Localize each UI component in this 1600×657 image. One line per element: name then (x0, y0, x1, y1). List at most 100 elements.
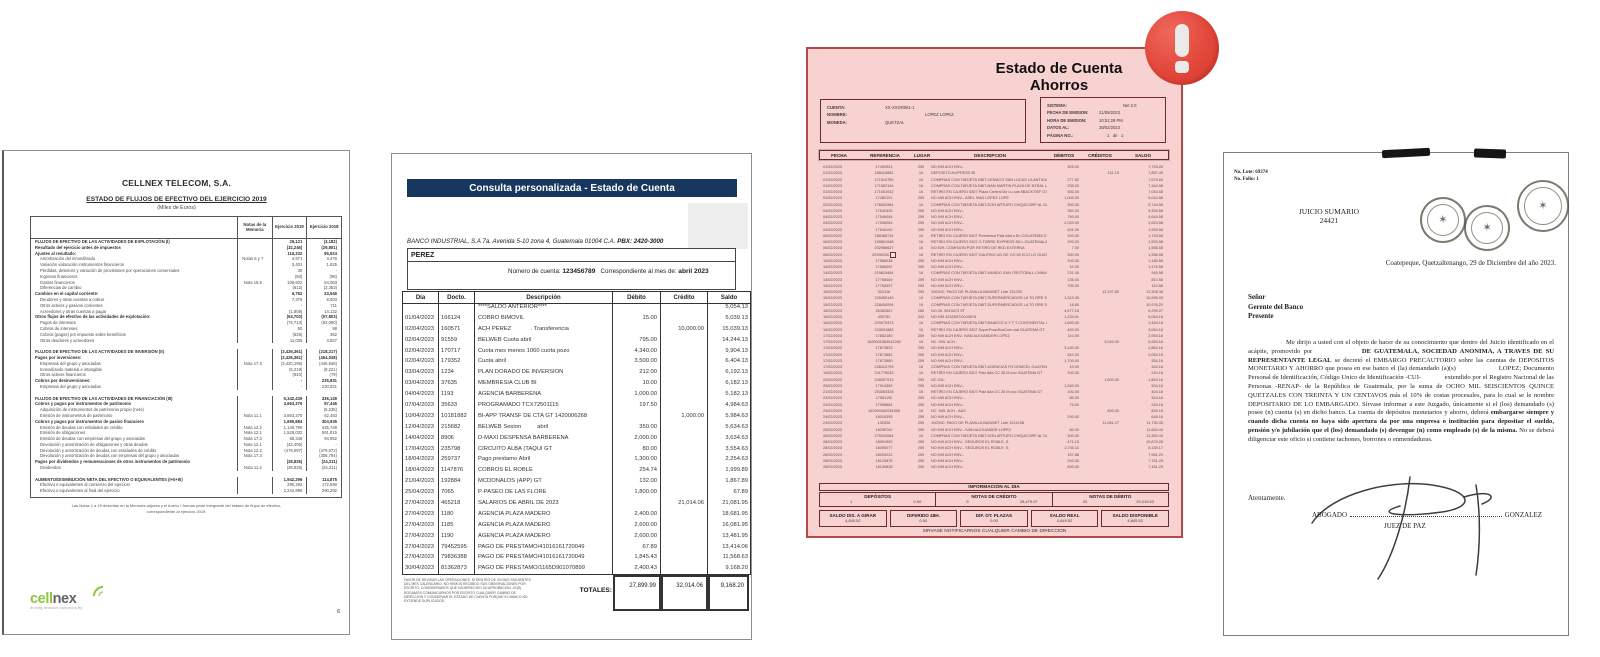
cell-lugar: 16 (918, 340, 924, 344)
cashflow-row: Acreedores y otras cuentas a pagar (1,808… (31, 308, 341, 315)
row-note-ref (238, 250, 273, 257)
cell-referencia: 17588092 (875, 265, 893, 269)
cell-lugar: 16 (918, 240, 924, 244)
summary-label: DEPÓSITOS (864, 494, 892, 499)
cell-debitos: 1,313.35 (1064, 296, 1079, 301)
doc1-company-title: CELLNEX TELECOM, S.A. (121, 178, 232, 188)
document-estado-cuenta-ahorros: Estado de Cuenta Ahorros CUENTA: XX-XXGR0… (806, 47, 1183, 538)
cell-fecha: 01/02/2023 (823, 183, 843, 188)
info-value: 10:51:29 PM (1099, 117, 1123, 123)
cell-saldo: 6,044.58 (1148, 196, 1163, 201)
value-2019: 2,242,896 (273, 488, 308, 495)
cell-descripcion: AGENCIA PLAZA MADERO (475, 519, 613, 531)
cell-dia: 01/04/2023 (403, 312, 439, 324)
cell-credito (661, 421, 708, 433)
cell-referencia: 20398326 (857, 251, 911, 258)
cell-saldo: 504.16 (1151, 383, 1163, 388)
cell-descripcion: RETIRO EN CAJERO 5307 SuperPoanSusCom ci… (931, 327, 1045, 332)
cell-creditos: 131.19 (1107, 171, 1119, 176)
doc3-header-saldo: SALDO (1134, 152, 1152, 158)
doc3-header-creditos: CRÉDITOS (1088, 152, 1112, 158)
summary-value: 4,849.52 (1056, 518, 1073, 523)
cell-docto: 215682 (439, 421, 475, 433)
cell-descripcion: 1N2/NC: PAGO DE PLANILLA BANINET Lote 10… (931, 421, 1024, 426)
value-2018: 290,292 (321, 488, 337, 494)
row-note-ref (238, 296, 273, 303)
cell-descripcion: NO.949 ACH ENV-- ASEL IVAN LOPEZ LOPE (931, 196, 1009, 201)
cell-docto: 7065 (439, 487, 475, 499)
cell-debitos: 300.00 (1067, 433, 1079, 438)
row-note-ref (238, 383, 273, 390)
row-note-ref (238, 395, 273, 402)
cell-lugar: 16 (918, 246, 924, 251)
cell-saldo: 13,414.06 (722, 543, 748, 550)
value-2018: (29,801) (321, 244, 337, 250)
cell-descripcion: AGENCIA PLAZA MADERO (475, 530, 613, 542)
body-segment-bold: embargarse siempre y cuando dicha cuenta… (1248, 409, 1555, 434)
cell-descripcion: NO.949 ACH ENV-- (931, 358, 965, 363)
summary-count: 5 (966, 499, 969, 504)
cell-fecha: 16/02/2023 (823, 321, 843, 326)
cell-debitos: 1,234.91 (1064, 315, 1079, 319)
doc2-gray-placeholder (688, 203, 748, 249)
cell-descripcion: DEPOSITO A/XPRESS BI (931, 171, 976, 176)
cell-saldo: 354.16 (1151, 358, 1163, 363)
body-segment: Me dirijo a usted con el objeto de hacer… (1248, 339, 1554, 355)
cell-fecha: 17/02/2023 (823, 346, 843, 351)
cell-fecha: 23/02/2023 (823, 396, 843, 401)
cell-fecha: 04/02/2023 (823, 221, 843, 226)
cell-saldo: 1,593.58 (1148, 240, 1163, 244)
value-2019: (42,406) (273, 441, 308, 448)
cell-fecha: 06/02/2023 (823, 240, 843, 244)
cell-debito (613, 410, 661, 422)
value-2018: 94,952 (324, 436, 337, 442)
row-note-ref: Nota 11.4 (238, 465, 273, 471)
value-2018: 235,831 (321, 378, 337, 384)
doc4-case-heading: JUICIO SUMARIO 24421 (1254, 207, 1404, 225)
cell-fecha: 01/02/2023 (823, 190, 843, 194)
cell-lugar: 259 (917, 440, 925, 444)
cell-saldo: 5,039.13 (725, 314, 748, 321)
cell-credito (661, 508, 708, 520)
cell-saldo: 2,254.63 (725, 456, 748, 463)
cell-descripcion: COMPRAS CON TARJETA DBIT-SUPERMERCADOS L… (931, 296, 1047, 301)
cashflow-row: Otros activos y pasivos corrientes - 711 (31, 302, 341, 309)
cell-descripcion: ****SALDO ANTERIOR**** (475, 302, 613, 313)
cell-descripcion: NO.929- COMISION POR RETIRO DE RED EXTER… (931, 246, 1025, 251)
savings-transaction-row: 28/02/2023 18125876 259 NO.949 ACH ENV-- 200… (819, 458, 1169, 464)
cell-lugar: 259 (917, 227, 925, 232)
cell-fecha: 17/02/2023 (823, 365, 843, 369)
cashflow-row: Efectivo o equivalentes al final del eje… (31, 488, 341, 495)
cell-credito (661, 432, 708, 444)
savings-transaction-row: 28/02/2023 18093222 259 NO.949 ACH ENV-- 157… (819, 452, 1169, 458)
cell-descripcion: SALARIOS DE ABRIL DE 2023 (475, 498, 613, 509)
cell-lugar: 280 (917, 308, 925, 313)
value-2019: 68,348 (273, 436, 308, 442)
value-2019: 30 (273, 267, 308, 274)
value-2019: 4,971 (273, 256, 308, 263)
cashflow-row: Otros flujos de efectivo de las activida… (31, 314, 341, 321)
signature-strokes (1304, 471, 1514, 586)
cell-fecha: 14/02/2023 (823, 277, 843, 282)
cell-referencia: 17540426 (875, 208, 893, 213)
value-2018: (2,353) (323, 285, 337, 291)
row-label: Empresas del grupo y asociadas (31, 383, 238, 390)
cell-debitos: 277.62 (1067, 177, 1079, 182)
cell-dia: 17/04/2023 (403, 443, 439, 455)
cashflow-row: Cobros por desinversiones: - 235,831 (31, 378, 341, 384)
summary-count: 43 (1082, 499, 1088, 504)
doc4-lote: No. Lote: 69374 (1234, 170, 1268, 175)
info-label: CUENTA: (827, 105, 846, 110)
cell-docto: 8906 (439, 432, 475, 444)
cell-descripcion: NO.949 ACH ENV-- (931, 452, 965, 457)
cashflow-row: Cobros y pagos por instrumentos de patri… (31, 401, 341, 408)
cell-dia: 02/04/2023 (403, 323, 439, 335)
cell-saldo: 5,744.58 (1148, 202, 1163, 207)
cell-lugar: 16 (918, 408, 924, 413)
doc2-total-credito: 32,014.06 (661, 575, 708, 611)
cell-referencia: 17998864 (875, 402, 893, 407)
cell-lugar: 16 (918, 365, 924, 369)
cell-credito (661, 476, 708, 488)
cell-saldo: 1,993.58 (1148, 227, 1163, 232)
summary-numbers: 1 0.00 (820, 499, 935, 504)
